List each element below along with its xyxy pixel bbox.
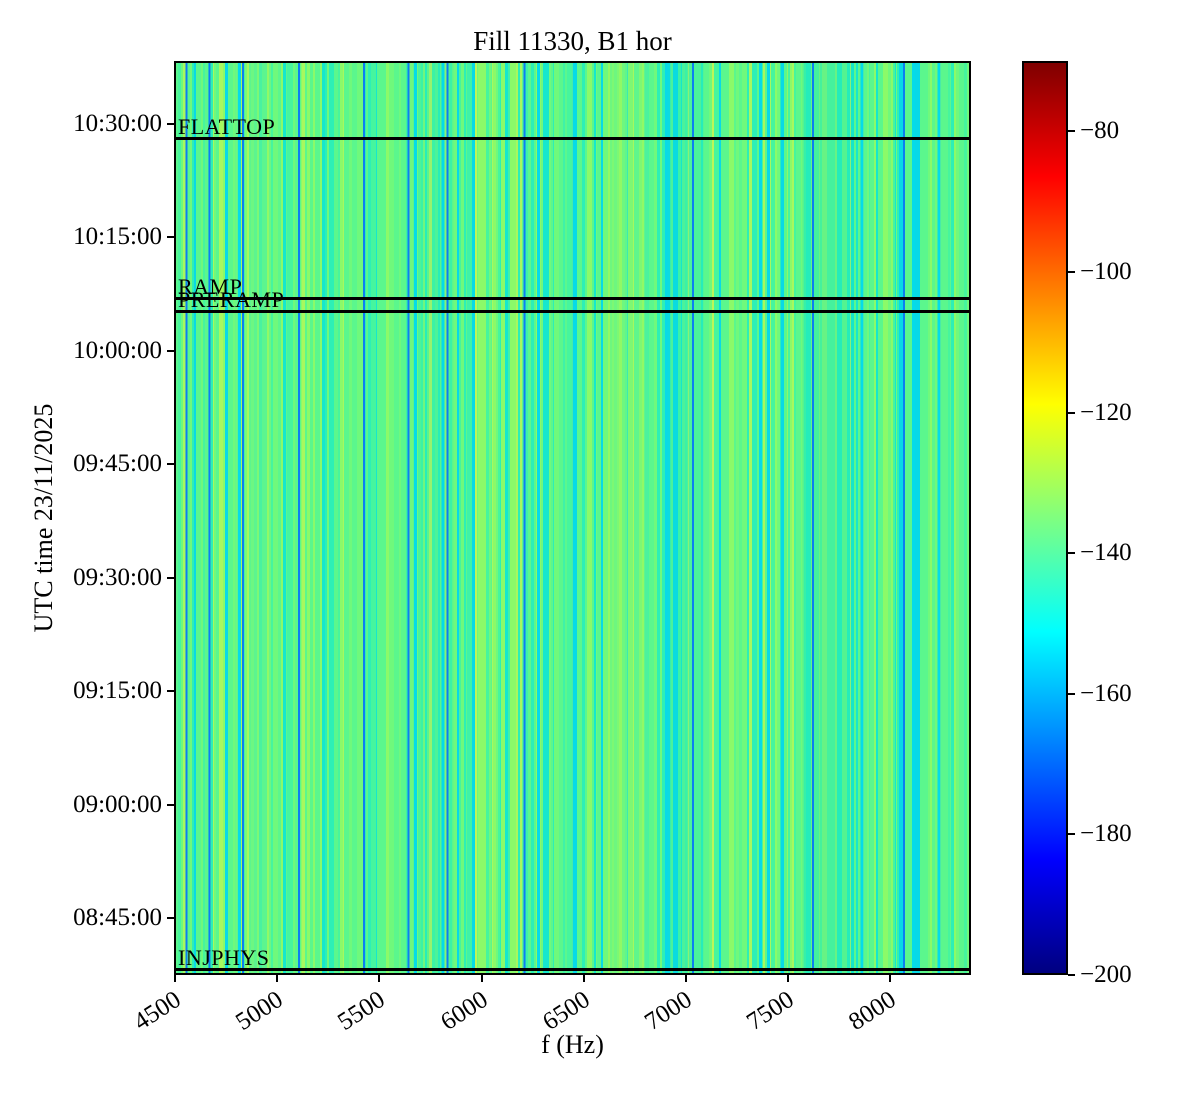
heatmap-canvas	[176, 63, 969, 973]
colorbar-tick-mark	[1068, 552, 1075, 555]
colorbar-tick-label: −200	[1080, 961, 1132, 988]
event-label-preramp: PRERAMP	[178, 287, 285, 313]
colorbar-tick-mark	[1068, 411, 1075, 414]
y-tick-label: 08:45:00	[73, 904, 162, 932]
colorbar-tick-mark	[1068, 833, 1075, 836]
x-tick-mark	[582, 975, 585, 982]
y-tick-label: 09:15:00	[73, 677, 162, 705]
colorbar-gradient	[1024, 63, 1066, 973]
y-tick-label: 10:00:00	[73, 336, 162, 364]
colorbar-tick-label: −80	[1080, 117, 1120, 145]
y-tick-mark	[167, 690, 174, 693]
event-line-ramp	[176, 296, 969, 300]
colorbar-tick-label: −120	[1080, 398, 1132, 426]
y-tick-label: 10:30:00	[73, 110, 162, 137]
y-tick-mark	[167, 576, 174, 579]
x-tick-mark	[174, 975, 176, 982]
colorbar-tick-mark	[1068, 692, 1075, 695]
x-axis-label: f (Hz)	[541, 1030, 604, 1059]
y-tick-label: 10:15:00	[73, 223, 162, 251]
colorbar-tick-label: −100	[1080, 257, 1132, 285]
colorbar-tick-label: −180	[1080, 820, 1132, 848]
event-line-flattop	[176, 137, 969, 141]
x-tick-mark	[684, 975, 687, 982]
event-line-injphys	[176, 967, 969, 971]
x-tick-mark	[889, 975, 892, 982]
x-tick-mark	[276, 975, 279, 982]
x-tick-mark	[786, 975, 789, 982]
y-tick-mark	[167, 349, 174, 352]
y-tick-mark	[167, 463, 174, 466]
colorbar-tick-label: −160	[1080, 679, 1132, 707]
y-tick-label: 09:00:00	[73, 790, 162, 818]
y-tick-mark	[167, 236, 174, 239]
colorbar-tick-mark	[1068, 974, 1075, 976]
colorbar-tick-mark	[1068, 270, 1075, 273]
y-tick-mark	[167, 917, 174, 920]
event-label-ramp: RAMP	[178, 273, 243, 299]
colorbar-tick-label: −140	[1080, 539, 1132, 567]
x-tick-mark	[378, 975, 381, 982]
heatmap-plot: FLATTOP RAMP PRERAMP INJPHYS	[174, 61, 971, 975]
x-tick-mark	[480, 975, 483, 982]
figure-title: Fill 11330, B1 hor	[473, 26, 672, 56]
event-label-injphys: INJPHYS	[178, 944, 270, 970]
colorbar	[1022, 61, 1068, 975]
y-tick-label: 09:45:00	[73, 450, 162, 478]
y-tick-mark	[167, 803, 174, 806]
y-axis-label: UTC time 23/11/2025	[29, 403, 58, 633]
y-tick-label: 09:30:00	[73, 563, 162, 591]
event-line-preramp	[176, 310, 969, 314]
y-tick-mark	[167, 123, 174, 125]
event-label-flattop: FLATTOP	[178, 114, 276, 140]
colorbar-tick-mark	[1068, 130, 1075, 133]
